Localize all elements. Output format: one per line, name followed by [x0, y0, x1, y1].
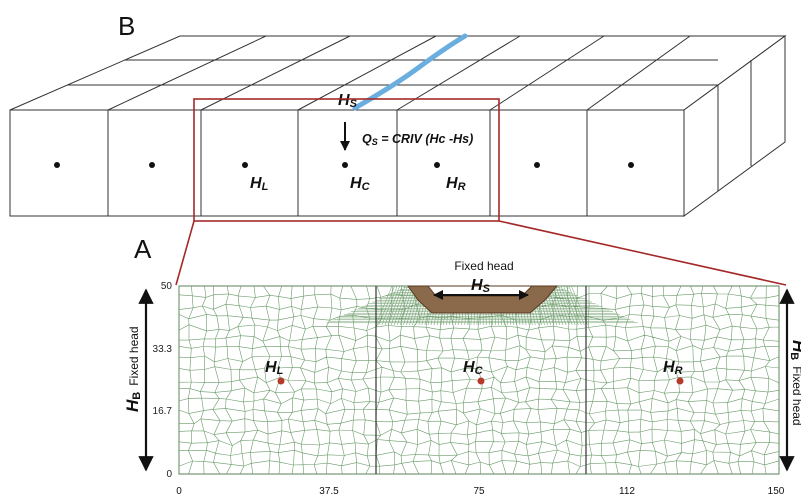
- x-tick-label: 150: [768, 486, 785, 497]
- x-tick-label: 75: [473, 486, 485, 497]
- finite-element-mesh: [178, 285, 780, 475]
- y-tick-label: 16.7: [153, 406, 173, 417]
- river-line: [352, 33, 468, 111]
- panel-b-label: B: [118, 11, 135, 41]
- cell-nodes: [54, 162, 634, 168]
- svg-text:HBFixed head: HBFixed head: [123, 326, 143, 412]
- panel-a-label: A: [134, 234, 152, 264]
- block-grid: [9, 35, 787, 217]
- cell-node: [534, 162, 540, 168]
- x-tick-label: 112: [619, 486, 635, 497]
- y-axis: 50 33.3 16.7 0: [153, 281, 173, 480]
- y-tick-label: 0: [166, 469, 172, 480]
- fixed-head-top-label: Fixed head: [454, 259, 513, 273]
- cell-node: [54, 162, 60, 168]
- panel-b-hr-label: HR: [446, 175, 466, 193]
- flux-equation: QS = CRIV (Hc -Hs): [362, 132, 473, 147]
- panel-a-hs-label: HS: [471, 277, 491, 295]
- y-tick-label: 50: [161, 281, 173, 292]
- cell-node: [434, 162, 440, 168]
- panel-a-hr-label: HR: [663, 359, 683, 377]
- cell-node: [242, 162, 248, 168]
- x-tick-label: 37.5: [319, 486, 339, 497]
- cell-node: [149, 162, 155, 168]
- x-axis: 0 37.5 75 112 150: [176, 486, 785, 497]
- node-hc: [477, 377, 485, 385]
- panel-b-hs-label: HS: [338, 92, 358, 110]
- panel-a-hl-label: HL: [265, 359, 284, 377]
- x-tick-label: 0: [176, 486, 182, 497]
- right-bc-label: HBFixed head: [788, 340, 801, 426]
- node-hl: [277, 377, 285, 385]
- cell-node: [628, 162, 634, 168]
- panel-a-hc-label: HC: [463, 359, 484, 377]
- node-hr: [676, 377, 684, 385]
- y-tick-label: 33.3: [153, 344, 173, 355]
- zoom-frame: [175, 98, 787, 286]
- left-bc-label: HBFixed head: [123, 326, 143, 412]
- cell-node: [342, 162, 348, 168]
- panel-b-hl-label: HL: [250, 175, 269, 193]
- svg-text:HBFixed head: HBFixed head: [788, 340, 801, 426]
- panel-b-hc-label: HC: [350, 175, 371, 193]
